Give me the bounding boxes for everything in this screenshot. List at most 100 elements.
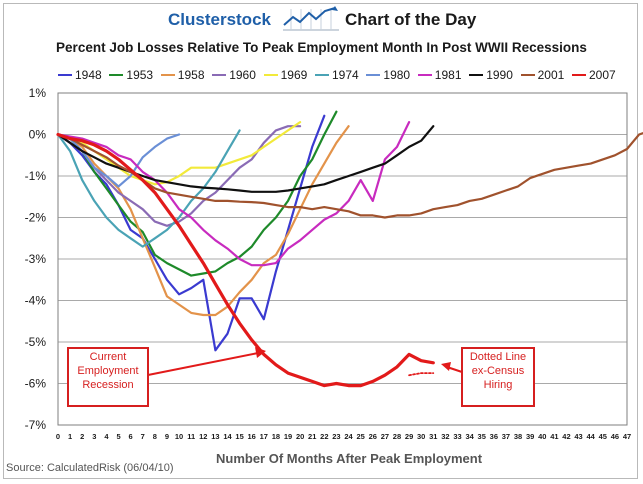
legend-swatch [212, 73, 227, 77]
trend-logo-icon [283, 6, 339, 31]
series-line-1974[interactable] [56, 129, 241, 248]
legend-label: 2007 [589, 68, 616, 82]
series-group [56, 110, 643, 388]
legend-swatch [417, 73, 432, 77]
legend-item-1958[interactable]: 1958 [160, 67, 205, 83]
legend-label: 1958 [177, 68, 205, 82]
legend-item-1980[interactable]: 1980 [366, 67, 410, 83]
x-tick-label: 11 [187, 432, 195, 441]
chart-of-the-day-label: Chart of the Day [345, 10, 477, 29]
legend-item-1953[interactable]: 1953 [109, 67, 153, 83]
x-tick-label: 42 [562, 432, 570, 441]
legend-item-1960[interactable]: 1960 [212, 67, 256, 83]
y-tick-label: 1% [29, 86, 47, 100]
x-tick-label: 21 [308, 432, 316, 441]
legend-item-1969[interactable]: 1969 [263, 67, 308, 83]
chart-title: Percent Job Losses Relative To Peak Empl… [56, 40, 587, 55]
x-tick-label: 6 [129, 432, 133, 441]
legend-label: 1953 [126, 68, 154, 82]
series-line-2007-ex-census[interactable] [408, 372, 435, 377]
x-tick-label: 24 [344, 432, 353, 441]
source-note: Source: CalculatedRisk (06/04/10) [6, 462, 174, 474]
x-tick-label: 9 [165, 432, 169, 441]
y-tick-label: -1% [25, 169, 47, 183]
x-tick-label: 47 [623, 432, 631, 441]
x-tick-label: 37 [502, 432, 510, 441]
series-line-1990[interactable] [56, 125, 435, 193]
x-tick-label: 10 [175, 432, 183, 441]
arrow-current-head [255, 347, 266, 358]
arrow-current-line [147, 352, 259, 376]
y-tick-label: -7% [25, 418, 47, 432]
axes: 1%0%-1%-2%-3%-4%-5%-6%-7%0 1 2 3 4 5 6 7 8 9 10 11 1… [25, 86, 632, 441]
x-tick-label: 2 [80, 432, 84, 441]
brand-name[interactable]: Clusterstock [168, 10, 271, 29]
legend-swatch [263, 73, 278, 77]
x-tick-label: 5 [116, 432, 120, 441]
legend-item-2007[interactable]: 2007 [572, 67, 616, 83]
legend-item-2001[interactable]: 2001 [520, 67, 564, 83]
y-tick-label: -3% [25, 252, 47, 266]
series-line-1981[interactable] [56, 120, 411, 267]
x-tick-label: 34 [465, 432, 474, 441]
x-tick-label: 18 [272, 432, 280, 441]
x-tick-label: 29 [405, 432, 413, 441]
x-tick-label: 15 [235, 432, 243, 441]
legend-item-1990[interactable]: 1990 [469, 67, 513, 83]
x-tick-label: 16 [248, 432, 256, 441]
series-line-1960[interactable] [56, 125, 302, 227]
x-tick-label: 27 [381, 432, 389, 441]
legend-label: 1974 [332, 68, 359, 82]
x-tick-label: 3 [92, 432, 96, 441]
x-tick-label: 26 [369, 432, 377, 441]
x-tick-label: 36 [490, 432, 498, 441]
series-line-2001[interactable] [56, 126, 643, 219]
x-tick-label: 14 [223, 432, 232, 441]
y-tick-label: -5% [25, 335, 47, 349]
y-tick-label: -6% [25, 377, 47, 391]
legend-label: 1990 [486, 68, 513, 82]
x-tick-label: 32 [441, 432, 449, 441]
x-tick-label: 30 [417, 432, 425, 441]
legend-swatch [109, 73, 124, 77]
y-tick-label: 0% [29, 128, 47, 142]
x-tick-label: 25 [356, 432, 364, 441]
x-tick-label: 4 [104, 432, 109, 441]
legend-swatch [58, 73, 72, 77]
x-tick-label: 22 [320, 432, 328, 441]
x-tick-label: 46 [611, 432, 619, 441]
legend-swatch [572, 73, 586, 77]
x-tick-label: 0 [56, 432, 60, 441]
x-tick-label: 31 [429, 432, 437, 441]
x-tick-label: 13 [211, 432, 219, 441]
y-tick-label: -2% [25, 211, 47, 225]
legend-swatch [315, 73, 329, 77]
legend-label: 1980 [383, 68, 411, 82]
series-line-1953[interactable] [56, 110, 338, 277]
x-tick-label: 33 [453, 432, 461, 441]
x-tick-label: 19 [284, 432, 292, 441]
series-line-1980[interactable] [56, 133, 181, 188]
callout-dotted-line: Dotted Line ex-Census Hiring [461, 347, 535, 407]
x-tick-label: 43 [574, 432, 582, 441]
series-line-2007[interactable] [56, 132, 435, 388]
legend-item-1981[interactable]: 1981 [417, 67, 462, 83]
legend-item-1948[interactable]: 1948 [58, 67, 102, 83]
x-tick-label: 23 [332, 432, 340, 441]
legend: 1948 1953 1958 1960 1969 1974 1980 1981 1990 2001… [58, 67, 638, 83]
legend-label: 1981 [434, 68, 462, 82]
legend-swatch [520, 73, 535, 77]
x-tick-label: 35 [478, 432, 486, 441]
legend-swatch [160, 73, 175, 77]
x-tick-label: 45 [599, 432, 607, 441]
legend-label: 1969 [280, 68, 308, 82]
x-tick-label: 39 [526, 432, 534, 441]
x-tick-label: 44 [587, 432, 596, 441]
x-tick-label: 40 [538, 432, 546, 441]
y-tick-label: -4% [25, 294, 47, 308]
arrow-dotted-head [441, 362, 451, 371]
x-axis-label: Number Of Months After Peak Employment [216, 451, 483, 466]
legend-item-1974[interactable]: 1974 [315, 67, 359, 83]
x-tick-label: 7 [141, 432, 145, 441]
